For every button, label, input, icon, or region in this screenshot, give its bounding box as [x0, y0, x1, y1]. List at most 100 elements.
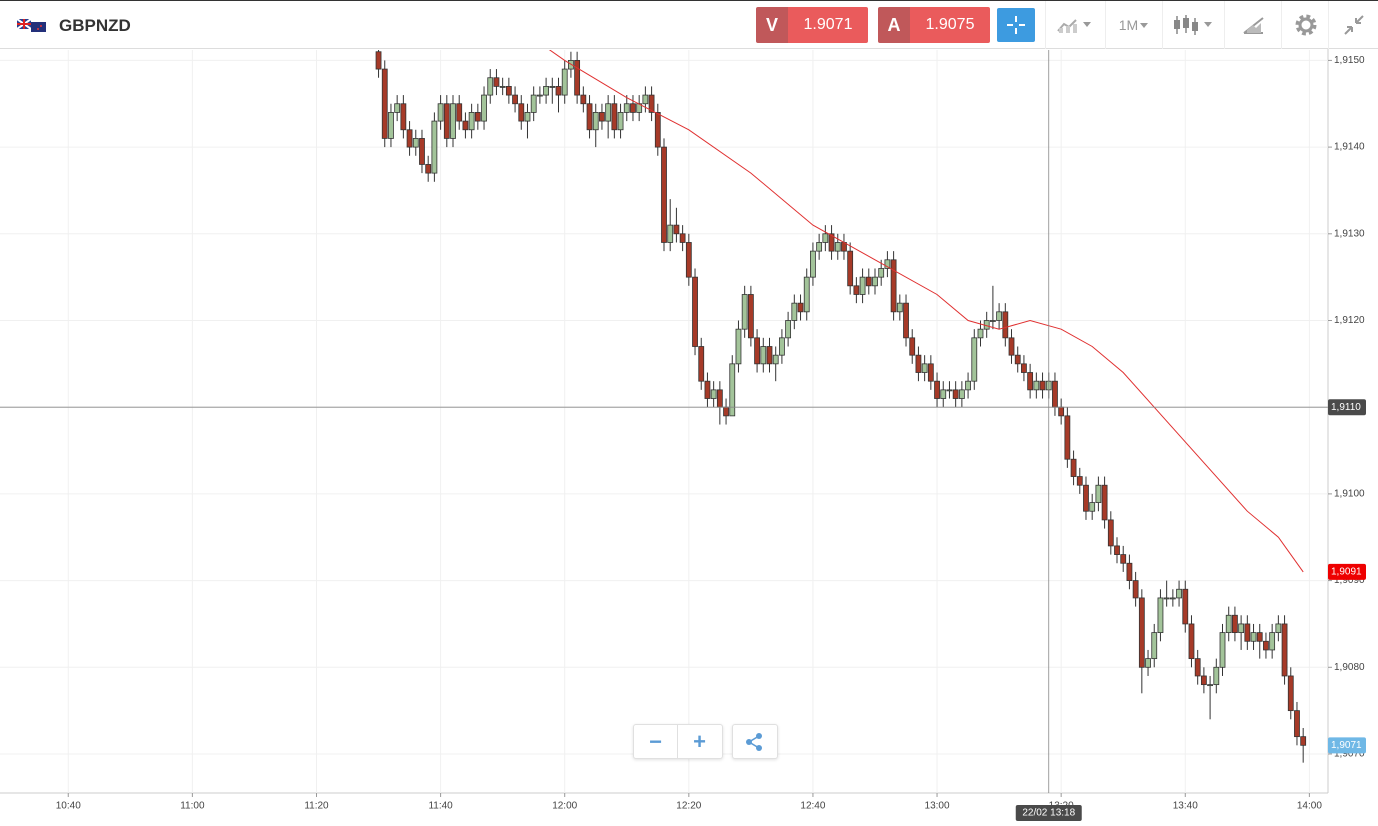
candle-body — [1275, 623, 1282, 634]
candle-body — [1114, 545, 1120, 555]
candle-body — [1194, 658, 1201, 677]
settings-icon — [1295, 14, 1316, 36]
candle-body — [1083, 484, 1089, 512]
candle-body — [1200, 675, 1207, 686]
candle-body — [648, 94, 655, 113]
candle-body — [1188, 623, 1195, 660]
candle-body — [431, 120, 438, 174]
candle-body — [692, 276, 698, 347]
timeframe-button[interactable]: 1M — [1105, 1, 1163, 49]
candle-body — [623, 103, 630, 113]
candle-body — [977, 328, 984, 339]
candle-body — [816, 242, 823, 252]
candle-type-button[interactable] — [1162, 1, 1225, 49]
x-tick-label: 11:40 — [428, 801, 453, 812]
candle-body — [859, 276, 866, 295]
zoom-in-button[interactable]: + — [693, 728, 706, 754]
candle-body — [1250, 632, 1257, 642]
zoom-out-button[interactable]: − — [634, 725, 678, 758]
candle-body — [437, 103, 444, 122]
candle-body — [419, 138, 425, 165]
candle-body — [536, 94, 543, 97]
symbol: GBPNZD — [59, 16, 131, 35]
candle-body — [1002, 311, 1009, 339]
candle-body — [989, 320, 996, 322]
candle-body — [1095, 484, 1102, 503]
candle-body — [952, 389, 959, 399]
crosshair-time-label: 22/02 13:18 — [1022, 808, 1075, 819]
x-tick-label: 12:40 — [800, 801, 825, 812]
candle-body — [803, 276, 810, 313]
candle-body — [1021, 363, 1027, 373]
fullscreen-icon — [1344, 15, 1364, 35]
candle-type-icon — [1174, 15, 1212, 35]
crosshair-button[interactable] — [997, 8, 1035, 42]
candle-body — [909, 337, 916, 356]
candle-body — [611, 103, 618, 131]
candle-body — [505, 86, 512, 96]
candle-body — [406, 129, 413, 148]
share-button[interactable] — [732, 724, 778, 759]
candle-body — [940, 389, 947, 399]
candle-body — [1287, 675, 1294, 712]
y-axis-panel — [1328, 49, 1378, 793]
candle-body — [1126, 562, 1133, 581]
candle-body — [673, 224, 680, 235]
candle-body — [468, 112, 475, 131]
candle-body — [822, 233, 829, 243]
candle-body — [747, 294, 754, 339]
candle-body — [1182, 588, 1189, 625]
candle-body — [1070, 458, 1077, 477]
y-tick-label: 1,9150 — [1334, 55, 1365, 66]
sell-label: V — [756, 7, 788, 43]
candle-body — [394, 103, 401, 113]
chart-style-icon — [1057, 19, 1091, 33]
flag-icon — [17, 19, 46, 32]
candle-body — [493, 77, 500, 87]
plot — [375, 50, 1307, 763]
candle-body — [884, 259, 891, 269]
candle-body — [481, 94, 487, 122]
candle-body — [412, 138, 419, 148]
candle-body — [1101, 484, 1108, 521]
candle-body — [772, 354, 779, 365]
candle-body — [779, 337, 785, 356]
candle-body — [958, 389, 965, 399]
candle-body — [716, 389, 723, 408]
y-tick-label: 1,9070 — [1334, 749, 1365, 760]
candle-body — [456, 103, 463, 122]
y-tick-label: 1,9100 — [1334, 489, 1365, 500]
y-tick-label: 1,9080 — [1334, 662, 1365, 673]
candle-body — [512, 94, 518, 105]
candle-body — [828, 233, 835, 252]
dropdown-arrow — [1140, 23, 1149, 28]
candle-body — [1225, 614, 1232, 634]
candle-body — [375, 51, 382, 70]
sell-button[interactable]: V 1.9071 — [756, 7, 868, 43]
candle-body — [810, 250, 816, 278]
candle-body — [1014, 354, 1021, 365]
chart-style-button[interactable] — [1045, 1, 1106, 49]
settings-button[interactable] — [1281, 1, 1329, 49]
draw-tools-button[interactable] — [1224, 1, 1282, 49]
buy-price: 1.9075 — [910, 7, 990, 43]
x-tick-label: 12:20 — [676, 801, 701, 812]
candle-body — [1033, 380, 1040, 391]
candle-body — [1151, 632, 1158, 660]
crosshair-price-box — [1328, 399, 1366, 416]
chart: 1,9070 1,9080 1,9090 1,9100 1,9110 1,9120 1,91… — [0, 49, 1378, 821]
candle-body — [1244, 623, 1251, 642]
draw-tools-icon — [1242, 17, 1264, 34]
candle-body — [1163, 597, 1170, 600]
candle-body — [381, 68, 388, 139]
candle-body — [934, 380, 940, 399]
candle-body — [630, 103, 636, 113]
candle-body — [927, 363, 934, 382]
candle-body — [766, 346, 773, 365]
fullscreen-button[interactable] — [1328, 1, 1378, 49]
candle-body — [642, 94, 649, 105]
candle-body — [1169, 597, 1176, 600]
candle-body — [741, 294, 748, 330]
candle-body — [487, 77, 494, 96]
buy-button[interactable]: A 1.9075 — [878, 7, 990, 43]
